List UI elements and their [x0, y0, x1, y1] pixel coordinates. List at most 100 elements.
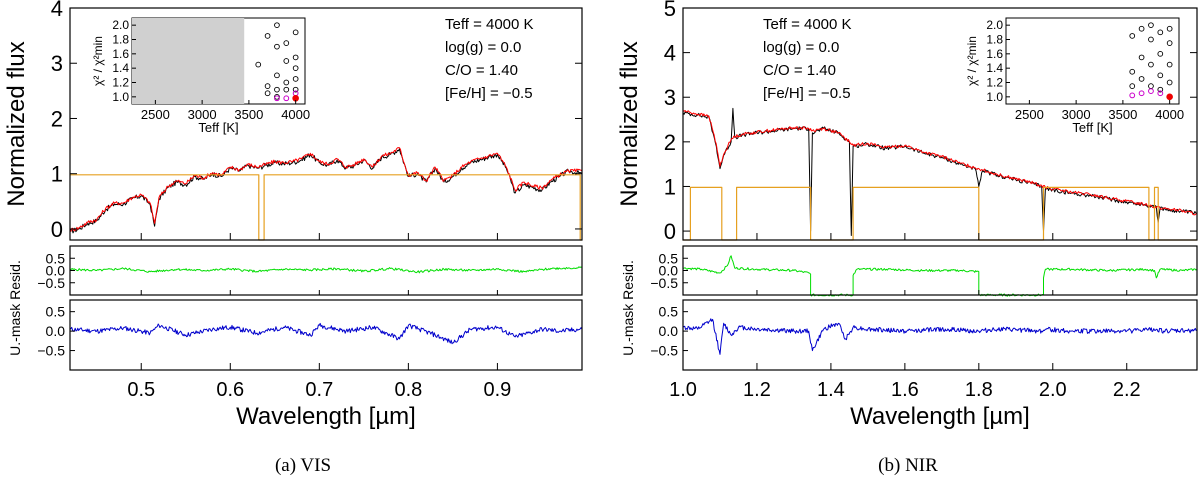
caption-vis: (a) VIS: [274, 455, 332, 476]
nir-umask-ytick-label: 0.5: [659, 304, 679, 320]
vis-main-ytick-label: 2: [51, 106, 63, 131]
vis-umask-line: [69, 322, 583, 345]
nir-inset-ytick-label: 1.6: [986, 47, 1003, 61]
vis-inset-ytick-label: 2.0: [112, 18, 129, 32]
vis-inset-xtick-label: 4000: [281, 107, 310, 122]
nir-umask-ytick-label: 0.0: [659, 323, 679, 339]
nir-xtick-label: 2.0: [1039, 379, 1067, 401]
vis-inset-point: [283, 40, 290, 46]
vis-inset-point: [292, 86, 299, 93]
vis-observed-spectrum: [69, 148, 583, 234]
nir-main-ytick-label: 2: [664, 130, 676, 155]
vis-inset-xlabel: Teff [K]: [198, 120, 238, 135]
nir-param-0: Teff = 4000 K: [763, 16, 852, 33]
vis-resid-ytick-label: 0.5: [46, 250, 66, 266]
vis-umask-ytick-label: 0.0: [46, 323, 66, 339]
nir-inset-point: [1129, 68, 1136, 75]
nir-lower-ylabel: U.-mask Resid.: [620, 260, 636, 356]
nir-umask-line: [682, 318, 1198, 355]
nir-xtick-label: 2.2: [1113, 379, 1141, 401]
nir-mask-line: [683, 186, 1197, 241]
vis-inset-ytick-label: 1.8: [112, 33, 129, 47]
nir-inset-point: [1157, 50, 1164, 57]
vis-inset-ytick-label: 1.4: [112, 61, 129, 75]
nir-inset-point: [1148, 22, 1154, 29]
nir-resid-ytick-label: 0.0: [659, 263, 679, 279]
nir-inset-point-magenta: [1148, 88, 1154, 94]
vis-xlabel: Wavelength [µm]: [236, 403, 416, 430]
vis-umask-ytick-label: −0.5: [37, 343, 65, 359]
nir-inset-point: [1129, 83, 1136, 89]
nir-inset-point: [1157, 86, 1164, 93]
nir-inset-point: [1148, 61, 1154, 68]
vis-mask-line: [70, 174, 582, 241]
caption-nir: (b) NIR: [878, 455, 938, 476]
vis-inset-point: [264, 83, 271, 89]
vis-param-3: [Fe/H] = −0.5: [445, 85, 533, 102]
vis-main-ytick-label: 3: [51, 51, 63, 76]
vis-main-ytick-label: 4: [51, 0, 63, 21]
nir-inset-point: [1166, 40, 1173, 46]
vis-resid-ytick-label: 0.0: [46, 263, 66, 279]
nir-main-ytick-label: 1: [664, 174, 676, 199]
nir-xtick-label: 1.4: [817, 379, 845, 401]
nir-inset-ylabel: χ² / χ²min: [965, 36, 979, 86]
nir-inset-point: [1138, 76, 1145, 82]
vis-main-ylabel: Normalized flux: [3, 41, 30, 206]
nir-resid-ytick-label: 0.5: [659, 250, 679, 266]
nir-inset-point: [1166, 25, 1173, 32]
vis-inset-point: [292, 76, 299, 82]
vis-xtick-label: 0.6: [216, 379, 244, 401]
nir-inset-point: [1129, 33, 1136, 39]
vis-umask-frame: [69, 299, 583, 371]
vis-xtick-label: 0.9: [484, 379, 512, 401]
vis-umask-ytick-label: 0.5: [46, 304, 66, 320]
nir-inset-xlabel: Teff [K]: [1072, 120, 1112, 135]
nir-residual-line: [682, 255, 1198, 297]
nir-umask-frame: [682, 299, 1198, 371]
vis-param-2: C/O = 1.40: [445, 62, 518, 79]
nir-inset-point: [1138, 54, 1145, 61]
nir-xtick-label: 1.6: [891, 379, 919, 401]
nir-inset-xtick-label: 3500: [1108, 107, 1137, 122]
nir-inset-frame: [1005, 17, 1180, 105]
nir-main-ytick-label: 0: [664, 219, 676, 244]
nir-inset-ytick-label: 2.0: [986, 18, 1003, 32]
nir-resid-ytick-label: −0.5: [650, 275, 678, 291]
vis-inset-point-magenta: [274, 95, 280, 102]
vis-xtick-label: 0.7: [305, 379, 333, 401]
nir-umask-ytick-label: −0.5: [650, 343, 678, 359]
nir-xtick-label: 1.2: [743, 379, 771, 401]
vis-inset-point: [274, 43, 280, 50]
vis-inset-excluded: [132, 18, 245, 104]
vis-inset-point: [283, 79, 290, 86]
vis-inset-point: [292, 54, 299, 61]
vis-param-0: Teff = 4000 K: [445, 16, 534, 33]
nir-inset-point: [1157, 72, 1164, 79]
nir-xtick-label: 1.0: [669, 379, 697, 401]
nir-param-2: C/O = 1.40: [763, 62, 836, 79]
nir-inset-xtick-label: 2500: [1015, 107, 1044, 122]
vis-inset-point: [274, 86, 280, 93]
vis-inset-xtick-label: 3500: [234, 107, 263, 122]
vis-inset-point-magenta: [283, 95, 290, 102]
vis-inset-point: [283, 58, 290, 64]
nir-inset-point-magenta: [1157, 90, 1164, 97]
nir-inset-point: [1166, 79, 1173, 86]
nir-inset-point: [1157, 29, 1164, 36]
nir-model-spectrum: [682, 110, 1198, 216]
nir-param-1: log(g) = 0.0: [763, 39, 839, 56]
vis-inset-point: [283, 86, 290, 93]
nir-inset-xtick-label: 3000: [1062, 107, 1091, 122]
nir-inset-point: [1166, 61, 1173, 68]
nir-main-ytick-label: 4: [664, 41, 676, 66]
vis-inset-point: [264, 90, 271, 97]
vis-inset-xtick-label: 2500: [141, 107, 170, 122]
vis-inset-ytick-label: 1.6: [112, 47, 129, 61]
nir-main-ytick-label: 5: [664, 0, 676, 21]
nir-main-ytick-label: 3: [664, 85, 676, 110]
nir-param-3: [Fe/H] = −0.5: [763, 85, 851, 102]
vis-inset-ytick-label: 1.2: [112, 76, 129, 90]
nir-inset-point-magenta: [1129, 92, 1136, 99]
vis-main-ytick-label: 1: [51, 162, 63, 187]
